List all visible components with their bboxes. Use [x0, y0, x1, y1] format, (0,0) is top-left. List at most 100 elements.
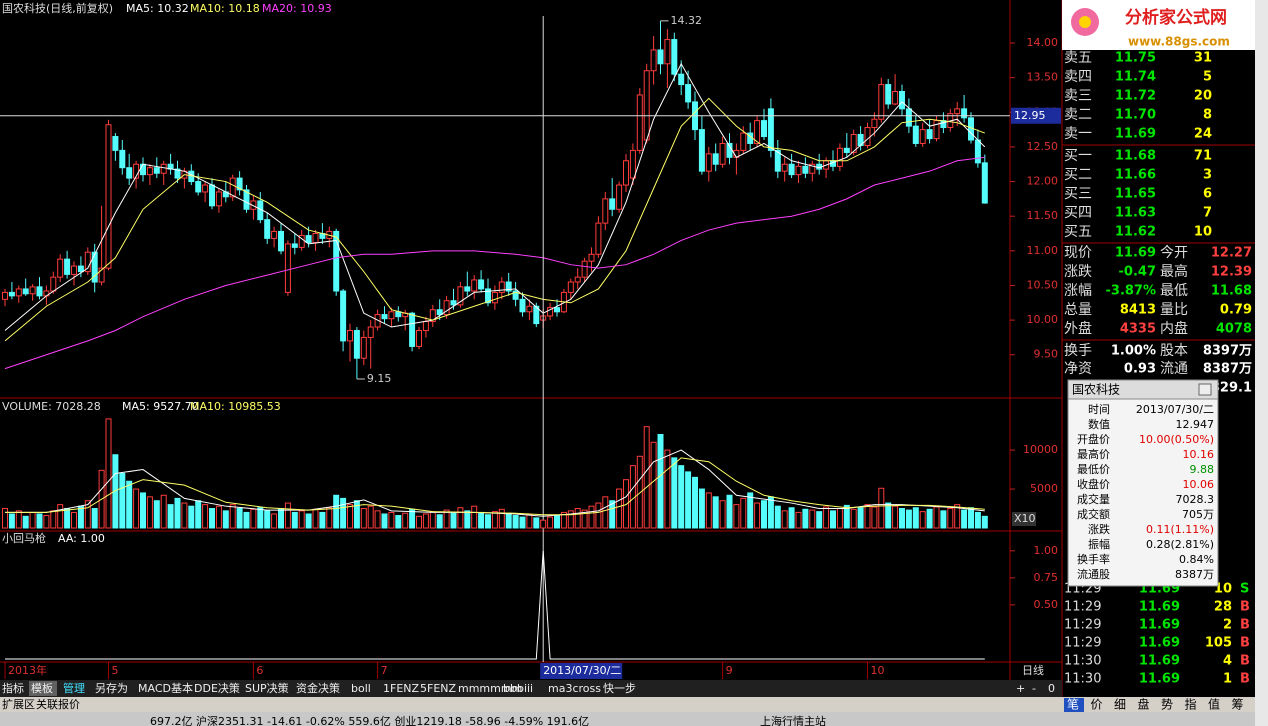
volume-bar	[774, 505, 781, 529]
toolbar-control[interactable]: +	[1016, 682, 1025, 695]
volume-bar	[43, 515, 50, 529]
candle-body	[685, 84, 692, 103]
toolbar-control[interactable]: 0	[1048, 682, 1055, 695]
volume-bar	[360, 508, 367, 529]
volume-bar	[933, 506, 940, 529]
volume-bar	[705, 492, 712, 529]
stat-label: 今开	[1160, 245, 1188, 261]
tab-active	[1064, 698, 1084, 712]
logo-icon	[1079, 16, 1091, 28]
toolbar-tab[interactable]: ma3cross	[548, 682, 601, 695]
sub-tab[interactable]: 关联报价	[36, 697, 80, 711]
candle-body	[160, 163, 167, 174]
candle-body	[284, 243, 291, 293]
candle-body	[126, 167, 133, 179]
popup-label: 开盘价	[1077, 432, 1110, 446]
volume-bar	[961, 509, 968, 529]
y-tick-label: 9.50	[1034, 348, 1059, 361]
volume-bar	[795, 511, 802, 529]
toolbar-tab[interactable]: bbbiii	[503, 682, 533, 695]
candle-body	[91, 251, 98, 283]
panel-tab[interactable]: 笔	[1067, 697, 1079, 712]
ma-line	[5, 550, 985, 660]
toolbar-tab[interactable]: 资金决策	[296, 681, 340, 695]
toolbar-tab[interactable]: 模板	[31, 681, 53, 695]
toolbar-tab[interactable]: DDE决策	[194, 681, 240, 695]
panel-tab[interactable]: 势	[1161, 698, 1173, 712]
candle-body	[312, 233, 319, 244]
toolbar-tab[interactable]: 5FENZ	[420, 682, 457, 695]
trade-side: B	[1240, 618, 1250, 633]
ask-label: 卖二	[1064, 107, 1092, 123]
candle-body	[664, 39, 671, 65]
panel-tab[interactable]: 筹	[1232, 698, 1244, 712]
volume-bar	[340, 497, 347, 529]
toolbar-tab[interactable]: MACD基本	[138, 681, 193, 695]
volume-bar	[229, 504, 236, 529]
volume-bar	[305, 513, 312, 529]
toolbar-tab[interactable]: boll	[351, 682, 371, 695]
volume-bar	[84, 500, 91, 529]
candle-body	[547, 307, 554, 317]
panel-tab[interactable]: 细	[1114, 698, 1126, 712]
trade-time: 11:29	[1064, 618, 1101, 633]
y-tick-label: 0.75	[1034, 571, 1059, 584]
volume-bar	[588, 505, 595, 529]
volume-bar	[636, 455, 643, 529]
trade-price: 11.69	[1139, 600, 1180, 615]
stat-value: -3.87%	[1106, 284, 1157, 299]
volume-bar	[843, 504, 850, 529]
legend-entry: AA: 1.00	[58, 532, 105, 545]
ask-label: 卖四	[1064, 69, 1092, 85]
popup-value: 2013/07/30/二	[1136, 403, 1214, 416]
popup-close[interactable]	[1198, 383, 1212, 396]
toolbar-tab[interactable]: SUP决策	[245, 681, 289, 695]
sub-tab[interactable]: 扩展区	[2, 697, 35, 711]
bid-volume: 71	[1194, 149, 1212, 164]
toolbar-tab[interactable]: 另存为	[95, 681, 128, 695]
panel-tab[interactable]: 值	[1208, 697, 1220, 712]
toolbar-control[interactable]: -	[1032, 682, 1036, 695]
volume-bar	[491, 511, 498, 529]
toolbar-tab[interactable]: mmmmmm	[458, 682, 522, 695]
panel-tab[interactable]: 盘	[1138, 697, 1150, 712]
stat-value: -0.47	[1119, 265, 1156, 280]
panel-tab[interactable]: 价	[1091, 698, 1103, 712]
volume-bar	[643, 426, 650, 529]
trade-volume: 105	[1205, 636, 1232, 651]
stat-label: 外盘	[1064, 320, 1092, 337]
legend-entry: MA10: 10.18	[190, 2, 260, 15]
candle-body	[443, 300, 450, 316]
volume-bar	[719, 500, 726, 529]
volume-bar	[105, 418, 112, 529]
volume-bar	[436, 514, 443, 529]
trade-volume: 28	[1214, 600, 1232, 615]
panel-tab[interactable]: 指	[1185, 697, 1197, 712]
trade-side: B	[1240, 600, 1250, 615]
toolbar-tab[interactable]: 快一步	[603, 682, 636, 695]
toolbar-tab[interactable]: 管理	[63, 681, 85, 695]
candle-body	[512, 290, 519, 300]
bid-price: 11.68	[1115, 149, 1156, 164]
trade-price: 11.69	[1139, 672, 1180, 687]
volume-bar	[685, 471, 692, 529]
volume-bar	[519, 516, 526, 529]
volume-bar	[623, 479, 629, 529]
y-tick-label: 0.50	[1034, 598, 1059, 611]
popup	[1067, 379, 1219, 587]
candle-body	[554, 307, 560, 313]
volume-bar	[574, 508, 581, 529]
volume-bar	[830, 510, 836, 529]
toolbar-tab[interactable]: 指标	[2, 681, 24, 695]
volume-bar	[167, 504, 174, 529]
stat-value: 11.69	[1115, 246, 1156, 261]
volume-bar	[91, 508, 98, 529]
volume-bar	[236, 508, 243, 529]
trade-side: S	[1240, 582, 1249, 597]
popup-value: 705万	[1182, 508, 1214, 521]
toolbar-tab[interactable]: 1FENZ	[383, 682, 420, 695]
bid-price: 11.65	[1115, 187, 1156, 202]
y-tick-label: 1.00	[1034, 544, 1059, 557]
volume-bar	[657, 433, 664, 529]
